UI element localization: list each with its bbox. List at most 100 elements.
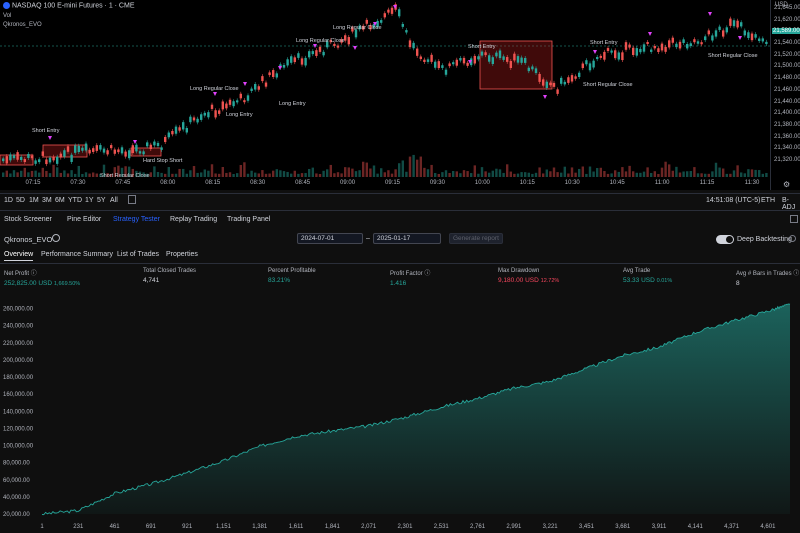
timeframe-button[interactable]: 1Y xyxy=(85,197,94,204)
info-icon[interactable]: ⓘ xyxy=(30,271,37,277)
candle-body xyxy=(412,42,415,49)
deep-backtesting-toggle[interactable] xyxy=(716,235,734,244)
candle-body xyxy=(70,154,73,162)
time-axis[interactable]: 07:15 07:30 07:45 08:00 08:15 08:30 08:45 09:00… xyxy=(0,177,770,190)
time-tick-label: 09:15 xyxy=(384,180,401,186)
adjust-toggle[interactable]: B-ADJ xyxy=(782,197,796,211)
candle-body xyxy=(761,38,764,42)
generate-report-button[interactable]: Generate report xyxy=(449,233,503,244)
volume-bar xyxy=(297,173,300,177)
volume-bar xyxy=(722,168,725,177)
volume-bar xyxy=(437,173,440,177)
candle-body xyxy=(41,151,44,156)
price-tick-label: 21,500.00 xyxy=(774,63,800,70)
candle-body xyxy=(664,46,667,52)
volume-bar xyxy=(228,172,232,177)
candle-body xyxy=(336,45,340,48)
volume-bar xyxy=(430,164,433,177)
info-icon[interactable]: ⓘ xyxy=(793,271,800,277)
candlestick-plot[interactable] xyxy=(0,0,770,177)
candle-body xyxy=(405,30,408,33)
date-from-input[interactable]: 2024-07-01 xyxy=(297,233,363,244)
candle-body xyxy=(99,145,102,150)
volume-bar xyxy=(84,172,88,177)
timeframe-button[interactable]: 3M xyxy=(42,197,52,204)
candle-body xyxy=(498,50,502,59)
session-toggle[interactable]: ETH xyxy=(761,197,775,204)
tab-list-of-trades[interactable]: List of Trades xyxy=(117,251,160,258)
strategy-name: Qkronos_EVO xyxy=(4,235,53,244)
candle-body xyxy=(358,25,361,30)
calendar-icon[interactable] xyxy=(128,195,136,204)
time-tick-label: 09:00 xyxy=(340,180,356,186)
candle-body xyxy=(416,48,419,56)
candle-body xyxy=(430,54,433,62)
volume-bar xyxy=(653,171,656,177)
candle-body xyxy=(448,63,451,67)
y-tick-label: 220,000.00 xyxy=(3,341,34,347)
volume-bar xyxy=(660,167,664,177)
tab-replay-trading[interactable]: Replay Trading xyxy=(170,216,218,223)
metric-value: 252,825.00 USD 1,669.50% xyxy=(4,280,81,287)
equity-curve-chart[interactable]: 260,000.00 240,000.00 220,000.00 200,000.00… xyxy=(0,292,800,533)
candle-body xyxy=(495,52,498,57)
volume-bar xyxy=(243,162,246,177)
volume-bar xyxy=(624,171,628,177)
volume-bar xyxy=(740,172,743,177)
settings-gear-icon[interactable]: ⚙ xyxy=(783,180,791,189)
candle-body xyxy=(120,147,124,154)
tab-strategy-tester[interactable]: Strategy Tester xyxy=(113,216,160,223)
price-axis[interactable]: USD 21,645.00 21,620.00 21,589.00 21,540.00… xyxy=(770,0,800,190)
volume-bar xyxy=(268,173,271,177)
tab-properties[interactable]: Properties xyxy=(166,251,198,258)
volume-bar xyxy=(610,173,613,177)
volume-bar xyxy=(538,167,541,177)
tab-stock-screener[interactable]: Stock Screener xyxy=(4,216,52,223)
volume-bar xyxy=(765,172,768,177)
tab-overview[interactable]: Overview xyxy=(4,251,34,261)
maximize-panel-icon[interactable] xyxy=(790,215,798,223)
time-tick-label: 10:45 xyxy=(609,180,625,186)
tab-trading-panel[interactable]: Trading Panel xyxy=(227,216,271,223)
x-tick-label: 2,531 xyxy=(434,524,450,530)
candle-body xyxy=(282,65,286,68)
price-tick-label: 21,620.00 xyxy=(774,16,800,23)
timeframe-button[interactable]: YTD xyxy=(68,197,82,204)
price-chart[interactable]: NASDAQ 100 E-mini Futures · 1 · CME Vol … xyxy=(0,0,770,190)
candle-body xyxy=(599,55,602,58)
tab-pine-editor[interactable]: Pine Editor xyxy=(67,216,102,223)
timeframe-button[interactable]: 1D xyxy=(4,197,13,204)
trade-zone-box xyxy=(130,147,162,157)
info-icon[interactable] xyxy=(789,235,796,242)
candle-body xyxy=(275,73,278,78)
date-to-input[interactable]: 2025-01-17 xyxy=(373,233,441,244)
candle-body xyxy=(63,150,66,157)
timeframe-button[interactable]: 6M xyxy=(55,197,65,204)
candle-body xyxy=(254,84,257,90)
volume-bar xyxy=(531,173,534,177)
candle-body xyxy=(387,9,390,13)
price-tick-label: 21,480.00 xyxy=(774,75,800,82)
metric-label: Avg Trade xyxy=(623,268,651,274)
candle-body xyxy=(272,70,275,77)
candle-body xyxy=(509,60,512,68)
volume-bar xyxy=(516,173,520,177)
tab-performance-summary[interactable]: Performance Summary xyxy=(41,251,113,258)
candle-body xyxy=(225,103,228,109)
price-tick-label: 21,440.00 xyxy=(774,98,800,105)
timeframe-button[interactable]: All xyxy=(110,197,118,204)
timeframe-button[interactable]: 1M xyxy=(29,197,39,204)
candle-body xyxy=(196,118,199,123)
x-tick-label: 2,991 xyxy=(506,524,522,530)
strategy-settings-icon[interactable] xyxy=(52,234,60,242)
candle-body xyxy=(765,41,768,45)
volume-bar xyxy=(696,173,700,177)
timeframe-button[interactable]: 5Y xyxy=(97,197,106,204)
timeframe-button[interactable]: 5D xyxy=(16,197,25,204)
volume-bar xyxy=(311,167,314,177)
candle-body xyxy=(171,130,174,135)
candle-body xyxy=(696,41,700,44)
candle-body xyxy=(678,41,682,49)
metric-value: 4,741 xyxy=(143,277,160,284)
info-icon[interactable]: ⓘ xyxy=(424,271,431,277)
